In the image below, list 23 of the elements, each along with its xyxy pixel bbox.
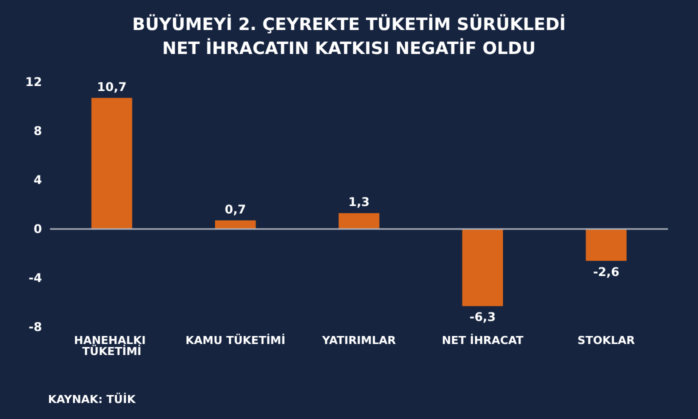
text: KAYNAK: TÜİK — [48, 392, 136, 406]
x-tick-label: YATIRIMLAR — [321, 334, 396, 347]
bar — [338, 213, 380, 229]
data-label: -6,3 — [469, 310, 496, 324]
y-tick-label: 4 — [34, 173, 42, 187]
y-tick-label: -8 — [28, 320, 42, 334]
data-label: 10,7 — [96, 80, 127, 94]
y-tick-label: -4 — [28, 271, 42, 285]
y-tick-label: 8 — [34, 124, 42, 138]
data-label: 1,3 — [348, 195, 370, 210]
data-label: -2,6 — [593, 264, 620, 279]
bar — [215, 220, 256, 229]
chart-title: BÜYÜMEYİ 2. ÇEYREKTE TÜKETİM SÜRÜKLEDİ NET İHRACATIN KATKISI NEGATİF OLDU — [132, 14, 566, 59]
bar — [462, 229, 503, 306]
bar — [586, 229, 627, 261]
bar — [91, 98, 132, 229]
x-tick-label: HANEHALKI TÜKETİMİ — [74, 334, 150, 358]
y-tick-label: 12 — [25, 75, 42, 89]
y-tick-label: 0 — [34, 222, 42, 236]
data-label: 0,7 — [224, 202, 246, 216]
x-tick-label: STOKLAR — [578, 334, 636, 347]
x-tick-label: NET İHRACAT — [442, 333, 524, 347]
x-tick-label: KAMU TÜKETİMİ — [185, 333, 286, 347]
